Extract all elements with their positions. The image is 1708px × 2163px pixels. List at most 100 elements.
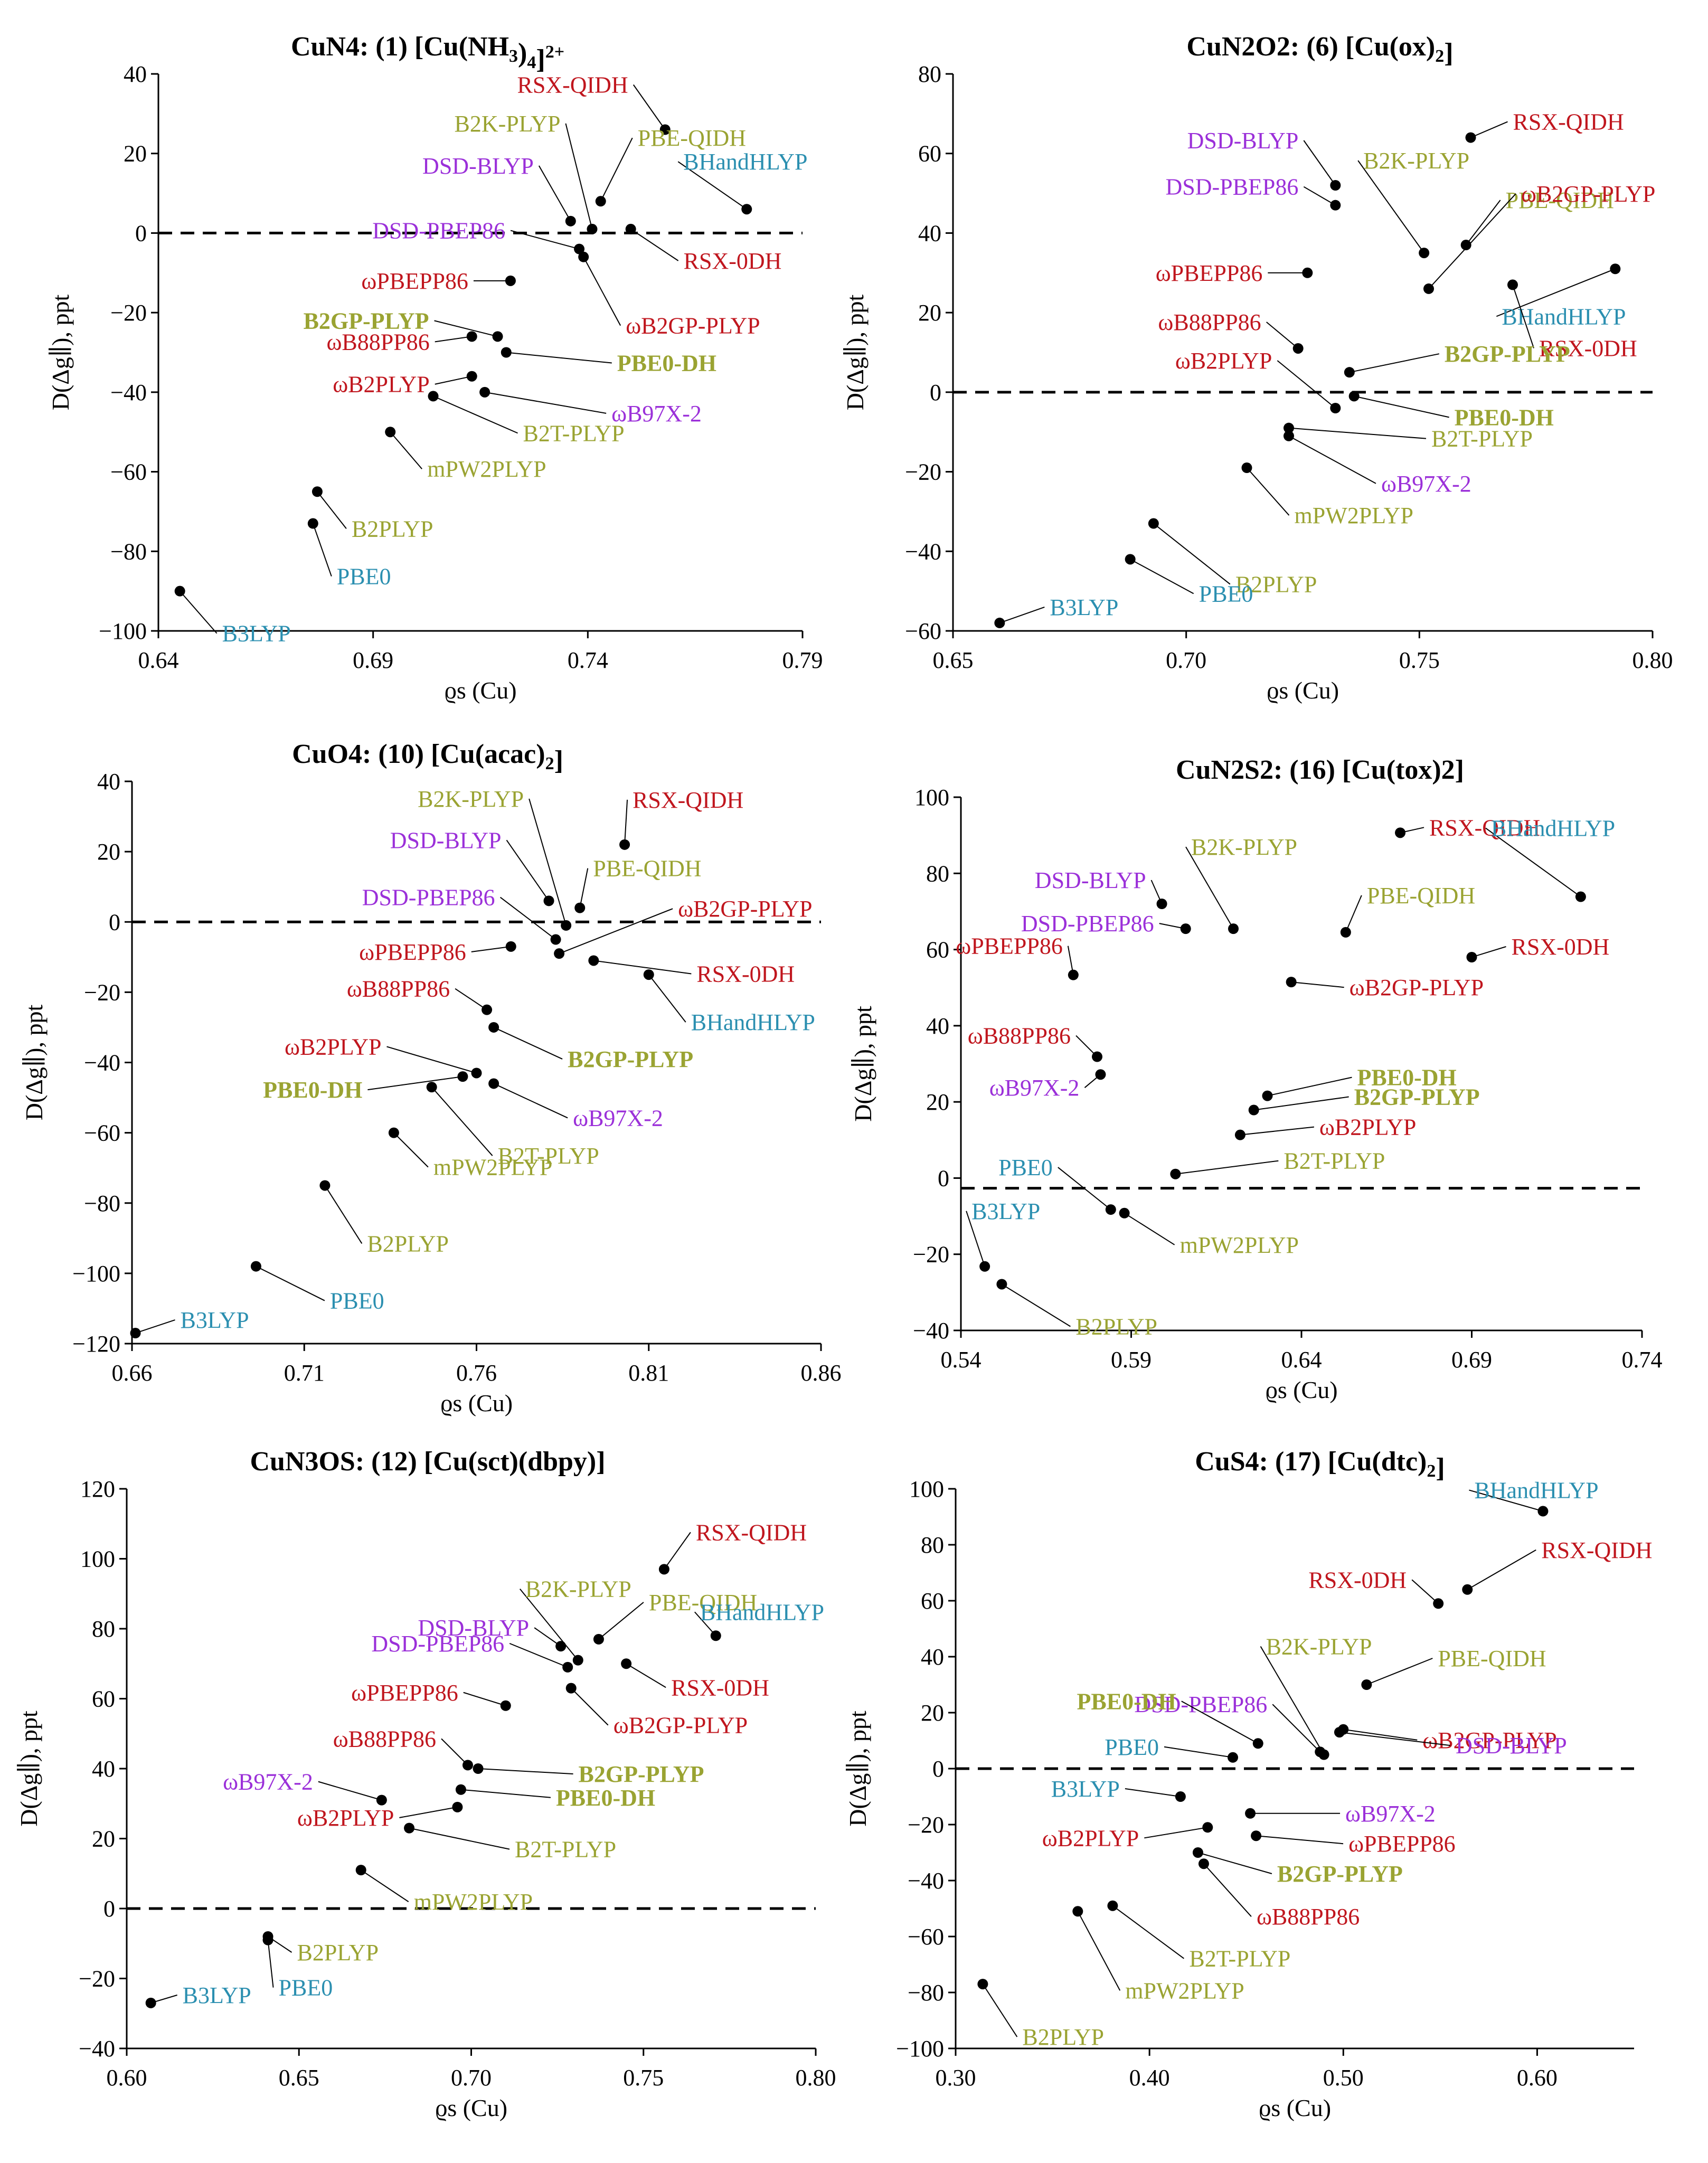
data-point-rsx-0dh: [621, 1658, 632, 1669]
data-point-omega-b2plyp: [1330, 403, 1341, 413]
data-point-rsx-0dh: [625, 223, 636, 234]
point-label-pbe0-dh: PBE0-DH: [617, 351, 716, 376]
leader-line-b2gp-plyp: [1253, 1096, 1349, 1111]
leader-line-omega-b2gp-plyp: [1291, 981, 1344, 988]
y-axis-label: D(Δg∥), ppt: [15, 1711, 42, 1827]
leader-line-b2t-plyp: [431, 1087, 493, 1156]
point-label-omega-b2gp-plyp: ωB2GP-PLYP: [1422, 1727, 1556, 1753]
y-tick-label: −120: [72, 1331, 120, 1357]
y-axis-label: D(Δg∥), ppt: [47, 295, 74, 411]
leader-line-b2t-plyp: [409, 1827, 510, 1850]
data-point-rsx-qidh: [658, 1564, 669, 1575]
point-label-b2plyp: B2PLYP: [1022, 2024, 1104, 2050]
leader-line-bhandhlyp: [677, 161, 747, 210]
chart-panel-cun3os: CuN3OS: (12) [Cu(sct)(dbpy)] −40 −20 0 20 40 6…: [15, 1447, 836, 2121]
point-label-omega-b2gp-plyp: ωB2GP-PLYP: [1350, 975, 1484, 1000]
point-label-omega-b88pp86: ωB88PP86: [333, 1726, 436, 1752]
leader-line-bhandhlyp: [694, 1611, 716, 1636]
point-label-mpw2plyp: mPW2PLYP: [1125, 1978, 1244, 2004]
point-label-b2gp-plyp: B2GP-PLYP: [568, 1046, 693, 1072]
data-point-omega-pbepp86: [1068, 969, 1079, 980]
point-label-dsd-pbep86: DSD-PBEP86: [372, 218, 505, 244]
x-tick-label: 0.74: [1622, 1347, 1663, 1373]
leader-line-pbe-qidh: [598, 1602, 644, 1640]
data-point-pbe0-dh: [1262, 1090, 1273, 1101]
leader-line-pbe0: [312, 523, 332, 577]
leader-line-bhandhlyp: [1496, 268, 1616, 317]
leader-line-omega-b2gp-plyp: [1343, 1728, 1418, 1741]
data-point-pbe-qidh: [593, 1633, 604, 1645]
data-point-omega-b97x-2: [376, 1794, 387, 1806]
data-point-b2t-plyp: [1170, 1168, 1181, 1179]
y-tick-label: 20: [92, 1826, 115, 1852]
x-tick-label: 0.75: [623, 2065, 664, 2091]
y-tick-label: 100: [914, 785, 949, 810]
data-point-b2t-plyp: [1284, 422, 1294, 433]
chart-panel-cus4: CuS4: (17) [Cu(dtc)2] −100 −80 −60 −40 −20 0 20…: [844, 1447, 1652, 2121]
point-label-omega-pbepp86: ωPBEPP86: [359, 939, 466, 965]
data-point-bhandhlyp: [643, 969, 654, 980]
point-label-b2plyp: B2PLYP: [1235, 572, 1317, 598]
data-point-omega-b2gp-plyp: [1286, 977, 1297, 988]
leader-line-dsd-pbep86: [1303, 186, 1336, 206]
data-point-rsx-qidh: [619, 839, 630, 850]
point-label-dsd-blyp: DSD-BLYP: [422, 153, 534, 179]
y-tick-label: −20: [110, 300, 147, 326]
y-tick-label: −20: [905, 459, 941, 485]
leader-line-mpw2plyp: [393, 1132, 429, 1168]
point-label-omega-b97x-2: ωB97X-2: [989, 1075, 1080, 1101]
data-point-pbe0: [262, 1934, 273, 1945]
leader-line-b2k-plyp: [1260, 1646, 1325, 1755]
leader-line-omega-b97x-2: [318, 1781, 382, 1801]
point-label-b3lyp: B3LYP: [222, 621, 291, 647]
leader-line-b2k-plyp: [565, 123, 593, 230]
data-point-mpw2plyp: [388, 1127, 399, 1138]
leader-line-omega-b88pp86: [441, 1738, 468, 1766]
data-point-dsd-pbep86: [1180, 923, 1191, 934]
leader-line-dsd-blyp: [506, 839, 550, 901]
y-tick-label: 100: [909, 1476, 944, 1502]
point-label-bhandhlyp: BHandHLYP: [691, 1009, 815, 1035]
y-axis-label: D(Δg∥), ppt: [850, 1006, 876, 1122]
y-tick-label: 0: [109, 909, 120, 935]
leader-line-omega-pbepp86: [1256, 1835, 1344, 1845]
point-label-b2t-plyp: B2T-PLYP: [1284, 1148, 1385, 1174]
leader-line-dsd-pbep86: [510, 230, 580, 250]
point-label-mpw2plyp: mPW2PLYP: [433, 1155, 552, 1180]
data-point-omega-b88pp86: [482, 1004, 493, 1015]
data-point-rsx-qidh: [1465, 132, 1476, 143]
y-tick-label: 40: [918, 220, 941, 246]
x-tick-label: 0.79: [782, 647, 823, 673]
chart-title: CuN2S2: (16) [Cu(tox)2]: [1176, 755, 1464, 785]
x-tick-label: 0.75: [1399, 647, 1440, 673]
data-point-omega-b2plyp: [466, 371, 477, 382]
data-point-rsx-0dh: [1433, 1598, 1444, 1609]
point-label-omega-b2gp-plyp: ωB2GP-PLYP: [1521, 181, 1655, 207]
leader-line-bhandhlyp: [1485, 827, 1581, 898]
chart-title: CuO4: (10) [Cu(acac)2]: [292, 739, 563, 776]
data-point-omega-b88pp86: [1092, 1051, 1102, 1062]
point-label-pbe0: PBE0: [1199, 581, 1253, 607]
x-tick-label: 0.64: [138, 647, 179, 673]
point-label-dsd-pbep86: DSD-PBEP86: [1134, 1692, 1267, 1717]
point-label-pbe-qidh: PBE-QIDH: [1367, 883, 1475, 909]
y-tick-label: −40: [908, 1868, 944, 1894]
point-label-dsd-blyp: DSD-BLYP: [418, 1615, 529, 1641]
point-label-rsx-qidh: RSX-QIDH: [517, 72, 628, 98]
y-tick-label: 80: [926, 861, 949, 886]
chart-panel-cun2o2: CuN2O2: (6) [Cu(ox)2] −60 −40 −20 0 20 40 60 80 0…: [842, 32, 1673, 704]
leader-line-bhandhlyp: [1469, 1489, 1543, 1512]
y-tick-label: 40: [124, 61, 147, 87]
x-axis-label: ϱs (Cu): [435, 2094, 507, 2121]
point-label-bhandhlyp: BHandHLYP: [1474, 1477, 1598, 1503]
data-point-b2k-plyp: [572, 1655, 583, 1666]
x-tick-label: 0.86: [801, 1360, 842, 1386]
leader-line-omega-b97x-2: [484, 391, 607, 414]
data-point-b2t-plyp: [426, 1082, 437, 1093]
leader-line-omega-b2plyp: [435, 375, 472, 385]
point-label-b2gp-plyp: B2GP-PLYP: [304, 308, 429, 334]
data-point-dsd-blyp: [1156, 899, 1167, 909]
leader-line-pbe-qidh: [1366, 1658, 1433, 1685]
y-axis-label: D(Δg∥), ppt: [844, 1711, 871, 1827]
point-label-b2k-plyp: B2K-PLYP: [1363, 148, 1469, 174]
